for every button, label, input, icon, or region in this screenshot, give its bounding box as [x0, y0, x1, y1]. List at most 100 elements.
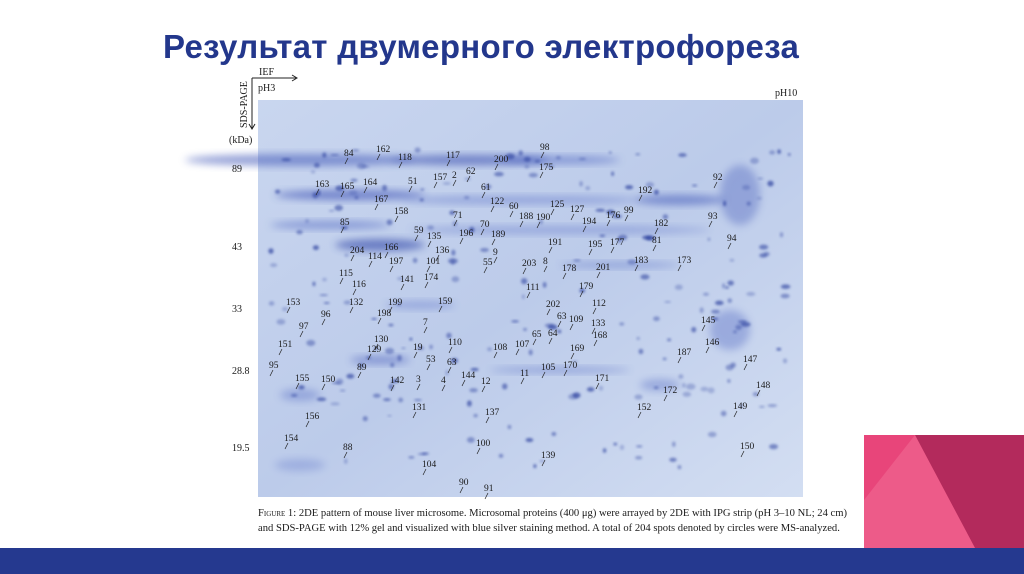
stain-spot [767, 404, 778, 408]
spot-leader [539, 171, 544, 179]
stain-spot [707, 431, 717, 438]
spot-leader [357, 371, 362, 379]
spot-leader [541, 459, 546, 467]
stain-spot [360, 165, 370, 168]
spot-leader [321, 318, 326, 326]
stain-spot [691, 326, 697, 333]
spot-label: 136 [435, 246, 450, 256]
kda-unit: (kDa) [229, 135, 252, 146]
stain-spot [391, 379, 399, 384]
stain-spot [469, 226, 475, 233]
spot-label: 9 [493, 248, 498, 258]
spot-leader [376, 153, 381, 161]
stain-spot [682, 391, 692, 397]
spot-leader [481, 385, 486, 393]
spot-leader [424, 281, 429, 289]
spot-leader [652, 244, 657, 252]
spot-leader [522, 267, 527, 275]
stain-band [560, 262, 680, 268]
stain-spot [417, 452, 427, 456]
stain-spot [635, 153, 641, 156]
stain-spot [702, 292, 710, 296]
stain-spot [323, 301, 330, 304]
spot-label: 149 [733, 402, 748, 412]
spot-label: 100 [476, 439, 491, 449]
stain-spot [362, 416, 368, 422]
spot-label: 19 [413, 343, 423, 353]
spot-leader [579, 290, 584, 298]
stain-spot [270, 263, 278, 268]
spot-label: 133 [591, 319, 606, 329]
stain-spot [414, 147, 421, 153]
stain-spot [678, 374, 684, 379]
spot-leader [634, 264, 639, 272]
stain-spot [571, 360, 579, 363]
spot-leader [286, 306, 291, 314]
stain-spot [313, 162, 320, 168]
stain-spot [678, 153, 687, 157]
spot-leader [461, 379, 466, 387]
spot-label: 201 [596, 263, 611, 273]
stain-spot [783, 358, 788, 364]
stain-spot [344, 253, 349, 258]
stain-spot [578, 157, 587, 161]
mw-marker: 28.8 [232, 366, 250, 377]
spot-label: 169 [570, 344, 585, 354]
spot-leader [321, 383, 326, 391]
spot-label: 84 [344, 149, 354, 159]
stain-spot [276, 319, 286, 325]
stain-spot [268, 248, 274, 254]
stain-spot [451, 276, 460, 283]
stain-spot [274, 189, 281, 194]
stain-spot [358, 362, 364, 369]
spot-leader [340, 190, 345, 198]
stain-spot [484, 184, 492, 190]
spot-label: 170 [563, 361, 578, 371]
spot-label: 168 [593, 331, 608, 341]
spot-leader [727, 242, 732, 250]
stain-spot [414, 398, 422, 402]
stain-spot [507, 424, 512, 430]
stain-band [275, 190, 425, 200]
spot-label: 65 [532, 330, 542, 340]
spot-label: 187 [677, 348, 692, 358]
spot-label: 200 [494, 155, 509, 165]
stain-spot [608, 151, 612, 154]
spot-label: 148 [756, 381, 771, 391]
stain-spot [756, 196, 762, 200]
stain-spot [669, 457, 677, 462]
stain-spot [397, 354, 402, 362]
stain-spot [334, 204, 343, 211]
stain-spot [390, 362, 395, 368]
spot-leader [593, 339, 598, 347]
spot-label: 122 [490, 197, 505, 207]
gel-stain [185, 147, 791, 471]
stain-spot [759, 253, 768, 258]
spot-label: 59 [414, 226, 424, 236]
spot-label: 130 [374, 335, 389, 345]
stain-spot [733, 330, 737, 334]
spot-leader [299, 330, 304, 338]
stain-spot [551, 432, 557, 437]
stain-spot [470, 367, 479, 372]
stain-spot [397, 303, 401, 306]
spot-label: 144 [461, 371, 476, 381]
spot-leader [536, 221, 541, 229]
spot-leader [509, 210, 514, 218]
stain-spot [542, 281, 547, 288]
spot-leader [447, 366, 452, 374]
spot-label: 110 [448, 338, 462, 348]
stain-spot [727, 379, 731, 383]
spot-label: 101 [426, 257, 441, 267]
stain-spot [473, 413, 478, 418]
spot-leader [363, 186, 368, 194]
stain-band [350, 356, 410, 364]
spot-label: 64 [548, 329, 558, 339]
spot-label: 202 [546, 300, 561, 310]
stain-band [640, 379, 680, 391]
stain-spot [758, 405, 765, 409]
spot-leader [520, 377, 525, 385]
spot-leader [480, 228, 485, 236]
stain-spot [776, 347, 782, 351]
ief-arrowhead [291, 74, 298, 82]
